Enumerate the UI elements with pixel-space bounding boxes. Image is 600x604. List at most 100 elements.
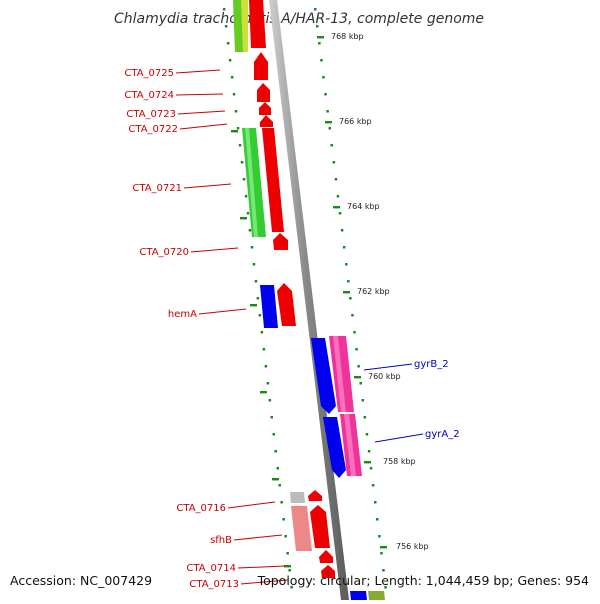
gene-label-cta-0716[interactable]: CTA_0716 (176, 503, 226, 514)
scale-tick-major (380, 546, 387, 549)
gene-cta-0721-highlight (245, 128, 258, 237)
gene-sfhb (310, 505, 330, 548)
track-dot (230, 76, 234, 79)
track-dot (268, 399, 272, 402)
track-dot (236, 127, 240, 130)
track-dot (380, 552, 383, 555)
scale-tick-major (354, 376, 361, 379)
track-dot (349, 297, 352, 300)
gene-gyrb-2-pink-highlight (333, 336, 346, 412)
track-dot (347, 280, 350, 283)
scale-tick-major (364, 461, 371, 464)
gene-cta-0713 (321, 565, 335, 578)
gene-label-cta-0714[interactable]: CTA_0714 (186, 563, 236, 574)
track-dot (359, 382, 362, 385)
gene-label-gyra-2[interactable]: gyrA_2 (425, 429, 460, 440)
track-dot (357, 365, 360, 368)
accession-text: Accession: NC_007429 (10, 573, 152, 588)
label-leader (363, 363, 413, 371)
gene-label-hema[interactable]: hemA (168, 309, 197, 320)
gene-gyrb-2 (311, 338, 336, 414)
track-dot (322, 76, 325, 79)
track-dot (288, 569, 291, 572)
gene-label-gyrb-2[interactable]: gyrB_2 (414, 359, 449, 370)
scale-tick-left (272, 478, 279, 481)
track-dot (353, 331, 356, 334)
scale-ticks: 768 kbp 766 kbp 764 kbp 762 kbp 760 kbp … (231, 32, 429, 568)
track-dot (332, 161, 336, 164)
gene-label-cta-0722[interactable]: CTA_0722 (128, 124, 178, 135)
scale-tick-left (284, 565, 291, 568)
track-dot (284, 535, 287, 538)
track-dot (342, 246, 346, 249)
track-dot (326, 110, 329, 113)
track-dot (264, 365, 268, 368)
gene-label-cta-0723[interactable]: CTA_0723 (126, 109, 176, 120)
track-dot (280, 501, 283, 504)
track-dot (376, 518, 379, 521)
track-dot (378, 535, 381, 538)
scale-tick-left (250, 304, 257, 307)
track-dot (222, 8, 226, 11)
label-leader (190, 247, 239, 253)
track-dot (367, 450, 371, 453)
label-leader (233, 534, 283, 541)
scale-tick-major (333, 206, 340, 209)
track-dot (232, 93, 236, 96)
gene-cta-0721-red (262, 128, 284, 232)
track-dot (244, 195, 248, 198)
scale-label-764: 764 kbp (347, 202, 380, 211)
scale-label-758: 758 kbp (383, 457, 416, 466)
gene-gyra-2 (323, 417, 346, 478)
track-dot (254, 280, 258, 283)
gene-label-cta-0713[interactable]: CTA_0713 (189, 579, 239, 590)
topology-summary: Topology: circular; Length: 1,044,459 bp… (257, 573, 589, 588)
track-dot (270, 416, 273, 419)
track-dot (328, 127, 331, 130)
track-dot (276, 467, 279, 470)
gene-hema (277, 283, 296, 326)
label-leader (175, 69, 221, 74)
track-dot (345, 263, 348, 266)
gene-label-cta-0721[interactable]: CTA_0721 (132, 183, 182, 194)
scale-tick-left (231, 130, 238, 133)
track-dot (224, 25, 228, 28)
track-dot (363, 416, 367, 419)
label-leader (175, 93, 224, 96)
gene-features (233, 0, 385, 600)
track-dot (338, 212, 342, 215)
gene-label-cta-0724[interactable]: CTA_0724 (124, 90, 174, 101)
label-leader (179, 123, 228, 130)
label-leader (374, 433, 424, 443)
gene-cta-0725 (254, 52, 268, 80)
track-dot (361, 399, 364, 402)
track-dot (238, 144, 242, 147)
gene-hema-blue (260, 285, 278, 328)
gene-label-cta-0725[interactable]: CTA_0725 (124, 68, 174, 79)
track-dot (274, 450, 277, 453)
gene-sfhb-light (291, 506, 312, 551)
gene-label-sfhb[interactable]: sfhB (210, 535, 232, 546)
track-dot (355, 348, 358, 351)
scale-tick-left (260, 391, 267, 394)
gene-cta-0722 (260, 115, 273, 127)
track-dot (336, 195, 340, 198)
track-dot (240, 161, 244, 164)
scale-tick-major (343, 291, 350, 294)
gene-cta-0720 (273, 233, 288, 250)
track-dot (246, 212, 250, 215)
scale-label-762: 762 kbp (357, 287, 390, 296)
track-dot (314, 8, 317, 11)
track-dot (252, 263, 256, 266)
label-leader (240, 579, 289, 585)
track-dot (365, 433, 369, 436)
label-leader (183, 183, 232, 189)
track-dot (330, 144, 333, 147)
gene-cta-0716-gray (290, 492, 305, 503)
gene-cta-0724 (257, 83, 270, 102)
track-dot (290, 586, 293, 589)
gene-label-cta-0720[interactable]: CTA_0720 (139, 247, 189, 258)
scale-label-760: 760 kbp (368, 372, 401, 381)
